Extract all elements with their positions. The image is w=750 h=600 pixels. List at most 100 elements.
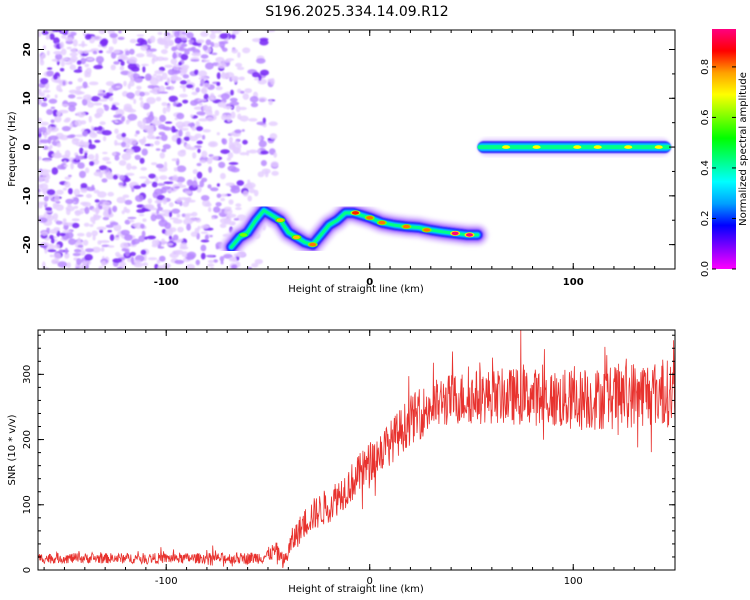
noise-blob (99, 171, 103, 179)
noise-blob (46, 50, 50, 56)
noise-blob (161, 148, 167, 153)
noise-blob (217, 101, 227, 108)
noise-blob (197, 70, 208, 77)
y-tick-label: 200 (22, 430, 33, 449)
noise-blob (138, 139, 146, 144)
noise-blob (116, 266, 123, 269)
noise-blob (86, 96, 91, 103)
noise-blob (170, 58, 178, 65)
noise-blob (95, 56, 104, 64)
noise-blob (216, 132, 220, 136)
noise-blob (253, 189, 259, 197)
noise-blob (69, 122, 73, 129)
noise-blob (134, 133, 138, 137)
noise-blob (208, 166, 213, 173)
y-tick-label: 10 (22, 91, 33, 105)
noise-blob (117, 59, 123, 62)
noise-blob (220, 260, 224, 265)
colorbar-label: Normalized spectral amplitude (738, 72, 749, 226)
noise-blob (217, 62, 227, 69)
noise-blob (220, 197, 226, 202)
noise-blob (72, 39, 78, 47)
noise-blob (184, 190, 192, 195)
noise-blob (129, 48, 135, 55)
noise-blob (47, 249, 57, 253)
noise-blob (68, 238, 77, 245)
noise-blob (259, 37, 269, 42)
noise-blob (236, 66, 245, 71)
noise-blob (125, 148, 135, 155)
x-tick-label: 100 (563, 277, 584, 288)
noise-blob (61, 126, 71, 132)
noise-blob (96, 226, 107, 231)
noise-blob (86, 57, 94, 61)
noise-blob (131, 165, 137, 170)
noise-blob (252, 71, 260, 78)
noise-blob (67, 101, 77, 107)
noise-blob (44, 248, 48, 254)
noise-blob (42, 261, 46, 269)
noise-blob (249, 188, 256, 194)
noise-blob (90, 96, 101, 102)
noise-blob (64, 252, 70, 259)
noise-blob (91, 230, 98, 237)
noise-blob (235, 207, 242, 211)
noise-blob (41, 30, 49, 35)
noise-blob (147, 128, 155, 136)
noise-blob (61, 103, 69, 107)
noise-blob (149, 48, 157, 52)
noise-blob (231, 185, 237, 192)
noise-blob (194, 69, 199, 75)
noise-blob (167, 69, 176, 76)
noise-blob (108, 207, 112, 215)
noise-blob (42, 173, 51, 181)
noise-blob (242, 190, 249, 197)
noise-blob (136, 85, 142, 90)
noise-blob (79, 170, 86, 179)
noise-blob (112, 258, 123, 263)
noise-blob (108, 87, 114, 94)
noise-blob (124, 143, 130, 148)
noise-blob (231, 75, 239, 82)
noise-blob (114, 120, 119, 124)
noise-blob (219, 255, 225, 262)
noise-blob (59, 232, 66, 237)
noise-blob (46, 214, 55, 221)
noise-blob (179, 46, 184, 50)
noise-blob (257, 171, 265, 178)
noise-blob (50, 119, 55, 124)
noise-blob (122, 56, 129, 61)
noise-blob (200, 244, 207, 252)
chart-title: S196.2025.334.14.09.R12 (265, 4, 448, 20)
noise-blob (94, 112, 101, 119)
noise-blob (46, 189, 56, 196)
noise-blob (98, 44, 102, 48)
noise-blob (73, 69, 83, 73)
noise-blob (202, 83, 211, 88)
noise-blob (45, 34, 50, 40)
noise-blob (88, 115, 93, 123)
noise-blob (230, 89, 234, 96)
noise-blob (87, 101, 94, 108)
noise-blob (68, 188, 73, 195)
flat-band-peak (593, 145, 602, 149)
noise-blob (71, 218, 80, 222)
noise-blob (130, 76, 134, 83)
spectrogram-xlabel: Height of straight line (km) (288, 284, 424, 295)
noise-blob (110, 51, 117, 59)
noise-blob (248, 149, 258, 154)
noise-blob (216, 183, 220, 187)
noise-blob (77, 91, 83, 95)
noise-blob (186, 79, 191, 83)
noise-blob (102, 151, 108, 155)
noise-blob (248, 118, 258, 122)
noise-blobs (38, 30, 280, 269)
noise-blob (102, 216, 110, 221)
noise-blob (86, 231, 92, 238)
noise-blob (173, 240, 183, 243)
noise-blob (120, 229, 130, 236)
noise-blob (192, 180, 198, 188)
noise-blob (75, 154, 80, 161)
noise-blob (135, 130, 140, 135)
noise-blob (49, 144, 53, 149)
